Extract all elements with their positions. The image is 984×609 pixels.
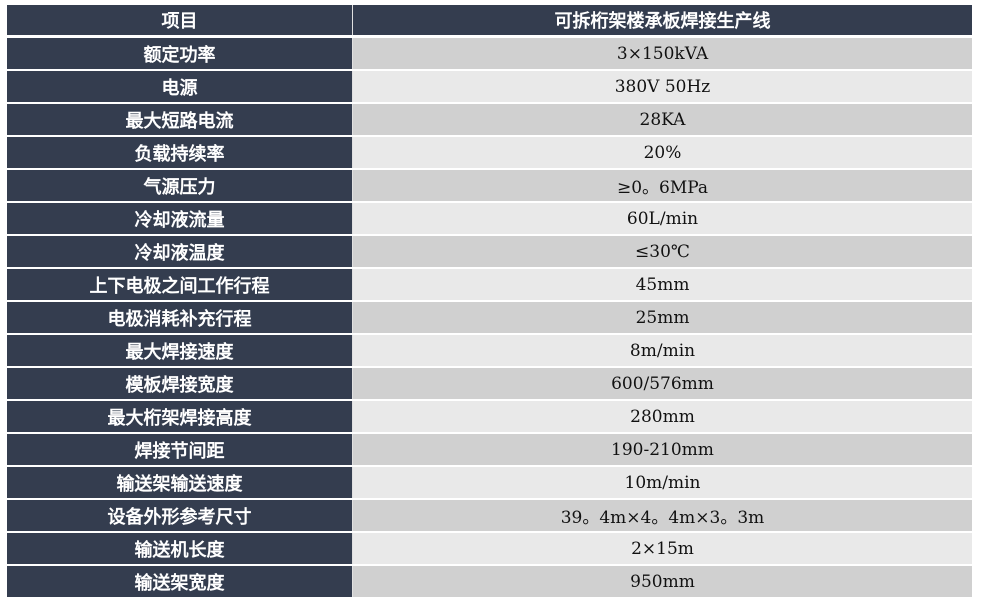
table-row: 电源 380V 50Hz	[7, 71, 972, 104]
value-cell: ≤30℃	[353, 236, 972, 267]
table-row: 冷却液温度 ≤30℃	[7, 236, 972, 269]
item-cell: 输送架输送速度	[7, 467, 353, 498]
table-row: 焊接节间距 190-210mm	[7, 434, 972, 467]
value-cell: 8m/min	[353, 335, 972, 366]
item-cell: 输送架宽度	[7, 566, 353, 597]
table-row: 最大焊接速度 8m/min	[7, 335, 972, 368]
value-cell: 20%	[353, 137, 972, 168]
item-cell: 设备外形参考尺寸	[7, 500, 353, 531]
item-cell: 电极消耗补充行程	[7, 302, 353, 333]
value-cell: 3×150kVA	[353, 38, 972, 69]
value-cell: 60L/min	[353, 203, 972, 234]
item-cell: 输送机长度	[7, 533, 353, 564]
value-cell: 380V 50Hz	[353, 71, 972, 102]
value-cell: ≥0。6MPa	[353, 170, 972, 201]
value-cell: 190-210mm	[353, 434, 972, 465]
table-row: 额定功率 3×150kVA	[7, 38, 972, 71]
value-cell: 28KA	[353, 104, 972, 135]
table-row: 输送架宽度 950mm	[7, 566, 972, 599]
value-cell: 10m/min	[353, 467, 972, 498]
item-cell: 负载持续率	[7, 137, 353, 168]
value-cell: 280mm	[353, 401, 972, 432]
table-row: 最大短路电流 28KA	[7, 104, 972, 137]
value-cell: 600/576mm	[353, 368, 972, 399]
header-item: 项目	[7, 5, 353, 35]
item-cell: 最大焊接速度	[7, 335, 353, 366]
table-row: 电极消耗补充行程 25mm	[7, 302, 972, 335]
table-row: 设备外形参考尺寸 39。4m×4。4m×3。3m	[7, 500, 972, 533]
value-cell: 2×15m	[353, 533, 972, 564]
value-cell: 25mm	[353, 302, 972, 333]
item-cell: 气源压力	[7, 170, 353, 201]
item-cell: 冷却液流量	[7, 203, 353, 234]
spec-table: 项目 可拆桁架楼承板焊接生产线 额定功率 3×150kVA 电源 380V 50Hz 最…	[7, 5, 972, 599]
item-cell: 上下电极之间工作行程	[7, 269, 353, 300]
table-row: 最大桁架焊接高度 280mm	[7, 401, 972, 434]
item-cell: 电源	[7, 71, 353, 102]
table-row: 气源压力 ≥0。6MPa	[7, 170, 972, 203]
table-row: 冷却液流量 60L/min	[7, 203, 972, 236]
item-cell: 冷却液温度	[7, 236, 353, 267]
value-cell: 45mm	[353, 269, 972, 300]
table-header: 项目 可拆桁架楼承板焊接生产线	[7, 5, 972, 38]
item-cell: 额定功率	[7, 38, 353, 69]
item-cell: 最大短路电流	[7, 104, 353, 135]
value-cell: 950mm	[353, 566, 972, 597]
table-row: 上下电极之间工作行程 45mm	[7, 269, 972, 302]
header-product: 可拆桁架楼承板焊接生产线	[353, 5, 972, 35]
table-row: 输送机长度 2×15m	[7, 533, 972, 566]
item-cell: 焊接节间距	[7, 434, 353, 465]
item-cell: 模板焊接宽度	[7, 368, 353, 399]
table-row: 输送架输送速度 10m/min	[7, 467, 972, 500]
table-row: 负载持续率 20%	[7, 137, 972, 170]
item-cell: 最大桁架焊接高度	[7, 401, 353, 432]
value-cell: 39。4m×4。4m×3。3m	[353, 500, 972, 531]
table-row: 模板焊接宽度 600/576mm	[7, 368, 972, 401]
